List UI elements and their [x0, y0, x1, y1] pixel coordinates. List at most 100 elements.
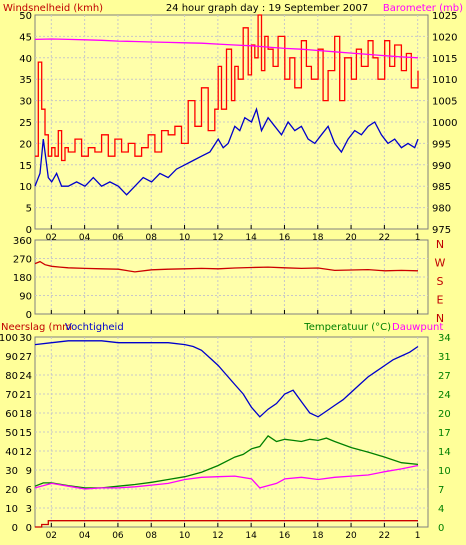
- humidity-axis-title: Vochtigheid: [65, 322, 124, 333]
- rain-axis-title: Neerslag (mm: [1, 322, 72, 333]
- y-tick-label: 90: [5, 352, 18, 363]
- y-tick-label: 50: [19, 11, 32, 22]
- y-tick-label: 0: [12, 523, 18, 534]
- y-tick-label: 12: [19, 447, 32, 458]
- x-tick-label: 14: [245, 531, 257, 541]
- y-tick-label: 10: [5, 504, 18, 515]
- y-tick-label: 27: [438, 371, 451, 382]
- x-tick-label: 04: [79, 233, 91, 243]
- series-line-2-0: [34, 260, 419, 273]
- y-tick-label: 1020: [432, 32, 457, 43]
- y-tick-label: 10: [19, 182, 32, 193]
- y-tick-label: 20: [438, 409, 451, 420]
- y-tick-label: 50: [5, 428, 18, 439]
- y-tick-label: 24: [438, 390, 451, 401]
- x-tick-label: 12: [212, 531, 223, 541]
- x-tick-label: 02: [46, 233, 57, 243]
- series-line-3-2: [34, 464, 419, 490]
- y-tick-label: 270: [13, 255, 32, 266]
- y-tick-label: 20: [5, 485, 18, 496]
- x-tick-label: 20: [345, 233, 357, 243]
- y-tick-label: 0: [26, 523, 32, 534]
- y-tick-label: 30: [5, 466, 18, 477]
- y-tick-label: 1000: [432, 118, 457, 129]
- chart-title: 24 hour graph day : 19 September 2007: [166, 3, 368, 14]
- y-tick-label: 995: [432, 139, 451, 150]
- y-tick-label: 15: [19, 161, 32, 172]
- x-tick-label: 22: [379, 531, 390, 541]
- x-tick-label: 1: [415, 531, 421, 541]
- y-tick-label: 14: [438, 447, 451, 458]
- x-tick-label: 14: [245, 233, 257, 243]
- y-tick-label: 60: [5, 409, 18, 420]
- y-tick-label: 100: [0, 333, 18, 344]
- series-line-1-2: [34, 38, 419, 59]
- y-tick-label: 34: [438, 333, 451, 344]
- y-tick-label: 1015: [432, 54, 457, 65]
- y-tick-label: 4: [438, 504, 444, 515]
- y-tick-label: 1025: [432, 11, 457, 22]
- series-line-3-3: [35, 520, 418, 528]
- y-tick-label: 40: [5, 447, 18, 458]
- dewpoint-axis-title: Dauwpunt: [392, 322, 443, 333]
- y-tick-label: 3: [26, 504, 32, 515]
- y-tick-label: 975: [432, 225, 451, 236]
- x-tick-label: 18: [312, 233, 324, 243]
- y-tick-label: 70: [5, 390, 18, 401]
- direction-label: E: [437, 294, 444, 307]
- y-tick-label: 5: [26, 204, 32, 215]
- y-tick-label: 17: [438, 428, 451, 439]
- y-tick-label: 990: [432, 161, 451, 172]
- y-tick-label: 90: [19, 292, 32, 303]
- x-tick-label: 10: [179, 233, 191, 243]
- x-tick-label: 16: [279, 531, 291, 541]
- x-tick-label: 10: [179, 531, 191, 541]
- y-tick-label: 27: [19, 352, 32, 363]
- y-tick-label: 0: [26, 225, 32, 236]
- y-tick-label: 7: [438, 485, 444, 496]
- y-tick-label: 0: [26, 310, 32, 321]
- x-tick-label: 16: [279, 233, 291, 243]
- y-tick-label: 30: [19, 333, 32, 344]
- y-tick-label: 35: [19, 75, 32, 86]
- y-tick-label: 6: [26, 485, 32, 496]
- temperature-axis-title: Temperatuur (°C): [303, 322, 391, 333]
- y-tick-label: 980: [432, 204, 451, 215]
- x-tick-label: 08: [146, 233, 158, 243]
- y-tick-label: 15: [19, 428, 32, 439]
- y-tick-label: 25: [19, 118, 32, 129]
- y-tick-label: 1005: [432, 97, 457, 108]
- y-tick-label: 18: [19, 409, 32, 420]
- y-tick-label: 985: [432, 182, 451, 193]
- y-tick-label: 21: [19, 390, 32, 401]
- direction-label: W: [435, 257, 446, 270]
- y-tick-label: 0: [438, 523, 444, 534]
- y-tick-label: 1010: [432, 75, 457, 86]
- x-tick-label: 06: [112, 233, 124, 243]
- y-tick-label: 180: [13, 273, 32, 284]
- x-tick-label: 20: [345, 531, 357, 541]
- direction-label: S: [437, 275, 444, 288]
- x-tick-label: 12: [212, 233, 223, 243]
- y-tick-label: 40: [19, 54, 32, 65]
- x-tick-label: 1: [415, 233, 421, 243]
- y-tick-label: 80: [5, 371, 18, 382]
- x-tick-label: 18: [312, 531, 324, 541]
- series-line-1-1: [34, 107, 419, 196]
- y-tick-label: 360: [13, 236, 32, 247]
- y-tick-label: 20: [19, 139, 32, 150]
- barometer-axis-title: Barometer (mb): [383, 3, 463, 14]
- y-tick-label: 31: [438, 352, 451, 363]
- wind-axis-title: Windsnelheid (kmh): [3, 3, 103, 14]
- y-tick-label: 30: [19, 97, 32, 108]
- y-tick-label: 24: [19, 371, 32, 382]
- x-tick-label: 08: [146, 531, 158, 541]
- direction-label: N: [436, 238, 444, 251]
- direction-label: N: [436, 312, 444, 325]
- series-line-1-0: [35, 14, 419, 162]
- x-tick-label: 04: [79, 531, 91, 541]
- y-tick-label: 9: [26, 466, 32, 477]
- x-tick-label: 02: [46, 531, 57, 541]
- y-tick-label: 45: [19, 32, 32, 43]
